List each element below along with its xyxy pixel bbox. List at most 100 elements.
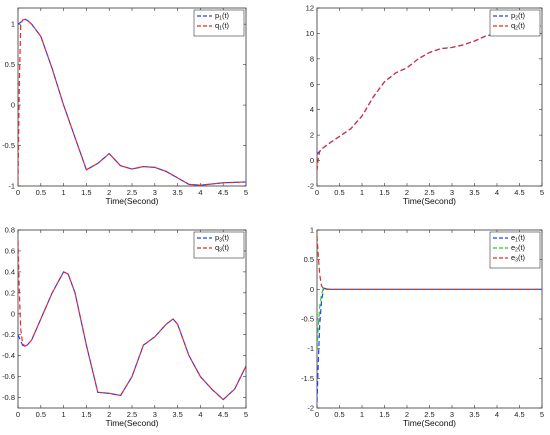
chart-panel-p1-q1: 0 0.5 1 1.5 2 2.5 3 3.5 4 4.5 5 -1 -0.5 0 0.5 1 Time(Sec… [2, 7, 248, 206]
x-tick-label: 4 [198, 188, 202, 197]
legend-entry: e2(t) [511, 243, 526, 254]
x-tick-label: 1.5 [81, 188, 91, 197]
plot-area [17, 7, 247, 187]
series-line-e1 [317, 287, 542, 403]
x-tick-label: 4 [198, 410, 202, 419]
y-tick-label: 0 [11, 309, 15, 318]
x-tick-label: 0.5 [334, 410, 344, 419]
y-tick-label: 0 [310, 156, 314, 165]
x-tick-label: 2 [107, 410, 111, 419]
x-tick-label: 4.5 [218, 410, 228, 419]
legend-entry: e3(t) [511, 253, 526, 264]
y-tick-label: 2 [310, 131, 314, 140]
x-tick-label: 3 [153, 188, 157, 197]
x-tick-label: 3.5 [469, 410, 479, 419]
legend-entry: p2(t) [511, 11, 526, 22]
x-tick-label: 2 [405, 410, 409, 419]
y-tick-label: 0 [11, 101, 15, 110]
x-tick-label: 0 [16, 188, 20, 197]
x-tick-label: 4.5 [218, 188, 228, 197]
legend-entry: q2(t) [511, 21, 526, 32]
x-axis-label: Time(Second) [403, 418, 456, 428]
plot-area [316, 7, 543, 187]
y-tick-label: 4 [310, 105, 314, 114]
y-tick-label: 12 [306, 4, 314, 13]
x-tick-label: 2.5 [127, 410, 137, 419]
y-tick-label: 0.4 [5, 267, 15, 276]
x-tick-label: 1 [62, 188, 66, 197]
plot-area [17, 229, 247, 409]
x-tick-label: 3.5 [469, 188, 479, 197]
y-tick-label: 8 [310, 54, 314, 63]
y-tick-label: -0.2 [2, 330, 15, 339]
y-tick-label: 0.2 [5, 288, 15, 297]
y-tick-label: -0.6 [2, 372, 15, 381]
series-line-q1 [18, 18, 246, 186]
chart-panel-errors: 0 0.5 1 1.5 2 2.5 3 3.5 4 4.5 5 -2 -1.5 -1 -0.5 0 0.5 1 Ti… [301, 226, 544, 429]
y-tick-label: 10 [306, 29, 314, 38]
legend-box [489, 231, 541, 269]
x-tick-label: 4.5 [514, 410, 524, 419]
x-tick-label: 2.5 [424, 188, 434, 197]
y-tick-label: 1 [310, 226, 314, 235]
y-tick-label: -0.5 [301, 315, 314, 324]
y-tick-label: -0.5 [2, 141, 15, 150]
x-tick-label: 2.5 [127, 188, 137, 197]
x-tick-label: 0 [315, 188, 319, 197]
y-tick-label: 0.8 [5, 226, 15, 235]
x-axis-label: Time(Second) [105, 418, 158, 428]
y-tick-label: -1 [307, 344, 314, 353]
y-tick-label: -1 [8, 182, 15, 191]
y-tick-label: 0.5 [304, 255, 314, 264]
y-tick-label: 1 [11, 20, 15, 29]
x-tick-label: 1 [360, 188, 364, 197]
x-axis-label: Time(Second) [403, 196, 456, 206]
series-line-e3 [317, 235, 542, 290]
legend-box [193, 231, 245, 259]
x-tick-label: 1 [62, 410, 66, 419]
legend-box [489, 9, 541, 37]
series-line-p1 [18, 18, 246, 186]
chart-panel-p2-q2: 0 0.5 1 1.5 2 2.5 3 3.5 4 4.5 5-2024681012Time(Sec… [306, 4, 544, 207]
x-tick-label: 5 [540, 188, 544, 197]
y-tick-label: -0.4 [2, 351, 15, 360]
legend-entry: p1(t) [215, 11, 230, 22]
x-tick-label: 0 [315, 410, 319, 419]
x-tick-label: 4 [495, 410, 499, 419]
x-tick-label: 4 [495, 188, 499, 197]
chart-panel-p3-q3: 0 0.5 1 1.5 2 2.5 3 3.5 4 4.5 5 -0.8 -0.6 -0.4 -0.2 0 0.… [2, 226, 248, 429]
x-tick-label: 4.5 [514, 188, 524, 197]
x-tick-label: 3.5 [172, 188, 182, 197]
y-tick-label: 6 [310, 80, 314, 89]
y-tick-label: -0.8 [2, 393, 15, 402]
x-tick-label: 2 [405, 188, 409, 197]
y-tick-label: -1.5 [301, 374, 314, 383]
x-tick-label: 0.5 [334, 188, 344, 197]
x-tick-label: 3 [450, 410, 454, 419]
legend-box [193, 9, 245, 37]
x-tick-label: 5 [244, 410, 248, 419]
series-line-q3 [18, 240, 246, 401]
x-tick-label: 1.5 [379, 410, 389, 419]
x-tick-label: 1.5 [379, 188, 389, 197]
x-tick-label: 0.5 [36, 410, 46, 419]
y-tick-label: 0.6 [5, 246, 15, 255]
legend-entry: e1(t) [511, 233, 526, 244]
y-tick-label: 0.5 [5, 60, 15, 69]
y-tick-label: -2 [307, 182, 314, 191]
y-tick-label: -2 [307, 404, 314, 413]
x-tick-label: 5 [244, 188, 248, 197]
y-tick-label: 0 [310, 285, 314, 294]
legend-entry: p3(t) [215, 233, 230, 244]
x-tick-label: 3 [153, 410, 157, 419]
x-tick-label: 1 [360, 410, 364, 419]
x-axis-label: Time(Second) [105, 196, 158, 206]
x-tick-label: 2 [107, 188, 111, 197]
x-tick-label: 0 [16, 410, 20, 419]
x-tick-label: 2.5 [424, 410, 434, 419]
x-tick-label: 3.5 [172, 410, 182, 419]
x-tick-label: 0.5 [36, 188, 46, 197]
x-tick-label: 3 [450, 188, 454, 197]
x-tick-label: 5 [540, 410, 544, 419]
